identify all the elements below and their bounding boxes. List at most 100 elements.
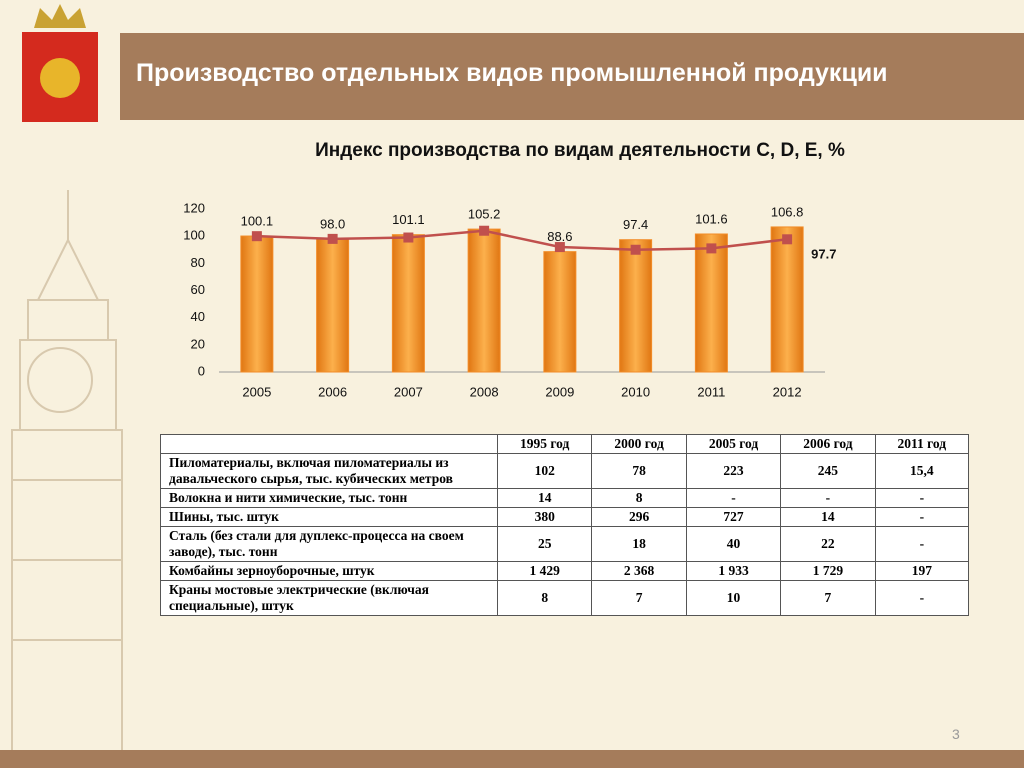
row-label: Краны мостовые электрические (включая сп… [160,580,498,616]
cell: - [685,488,782,508]
row-label: Сталь (без стали для дуплекс-процесса на… [160,526,498,562]
y-tick-label: 0 [198,363,205,378]
cell: 10 [685,580,782,616]
marker [403,232,414,243]
cell: 102 [496,453,593,489]
bar [619,239,653,373]
x-tick-label: 2012 [773,384,802,399]
lion [40,58,80,98]
header-band: Производство отдельных видов промышленно… [120,33,1024,120]
x-tick-label: 2007 [394,384,423,399]
marker [782,234,793,245]
y-tick-label: 120 [183,200,205,215]
cell: 18 [591,526,687,562]
cell: - [874,526,970,562]
marker [706,243,717,254]
bar-label: 100.1 [241,213,274,228]
cell: 8 [496,580,593,616]
bar-label: 97.4 [623,217,648,232]
bar [391,234,425,373]
y-tick-label: 40 [191,309,205,324]
crown [34,4,86,28]
bar [240,235,274,373]
cell: 1 729 [780,561,876,581]
cell: 223 [685,453,782,489]
bar-label: 88.6 [547,229,572,244]
line [256,229,788,252]
cell: 78 [591,453,687,489]
cell: 1 933 [685,561,782,581]
y-tick-label: 60 [191,282,205,297]
row-label: Волокна и нити химические, тыс. тонн [160,488,498,508]
x-tick-label: 2006 [318,384,347,399]
cell: 7 [591,580,687,616]
page-number: 3 [952,726,960,742]
x-tick-label: 2005 [242,384,271,399]
bar-label: 101.6 [695,211,728,226]
column-header: 2011 год [874,434,970,454]
bar [543,251,577,373]
y-tick-label: 80 [191,255,205,270]
cell: 380 [496,507,593,527]
bar-label: 105.2 [468,207,501,222]
marker [327,233,338,244]
bar [467,228,501,373]
cell: 25 [496,526,593,562]
row-label: Пиломатериалы, включая пиломатериалы из … [160,453,498,489]
row-label: Шины, тыс. штук [160,507,498,527]
table-row: Сталь (без стали для дуплекс-процесса на… [160,526,970,562]
bar [694,233,728,373]
bar [316,238,350,373]
row-label: Комбайны зерноуборочные, штук [160,561,498,581]
marker [630,244,641,255]
cell: 1 429 [496,561,593,581]
line-label: 97.7 [811,247,836,262]
corner-cell [160,434,498,454]
column-header: 2006 год [780,434,876,454]
bar [770,226,804,373]
cell: 14 [496,488,593,508]
footer-band [0,750,1024,768]
cell: 14 [780,507,876,527]
bar-label: 101.1 [392,212,425,227]
x-tick-label: 2011 [697,384,725,399]
marker [251,231,262,242]
table-row: Шины, тыс. штук 380 296 727 14- [160,507,970,527]
cell: 296 [591,507,687,527]
bar-label: 106.8 [771,204,804,219]
cell: - [780,488,876,508]
table: 1995 год 2000 год 2005 год 2006 год 2011 год… [160,434,970,616]
chart: 0 20 40 60 80 100 120 2005 2006 2007 2008 2009 2010 2… [183,200,836,399]
column-header: 1995 год [496,434,593,454]
tower [11,190,123,761]
chart-title: Индекс производства по видам деятельност… [315,140,845,161]
column-header: 2000 год [591,434,687,454]
cell: - [874,507,970,527]
cell: 2 368 [591,561,687,581]
cell: 22 [780,526,876,562]
column-header: 2005 год [685,434,782,454]
table-row: Волокна и нити химические, тыс. тонн 14 8-… [160,488,970,508]
cell: - [874,488,970,508]
bar-label: 98.0 [320,216,345,231]
cell: 727 [685,507,782,527]
x-tick-label: 2010 [621,384,650,399]
cell: 15,4 [874,453,970,489]
cell: - [874,580,970,616]
marker [479,225,490,236]
slide-title: Производство отдельных видов промышленно… [136,59,888,87]
x-tick-label: 2009 [545,384,574,399]
y-tick-label: 20 [191,336,205,351]
cell: 40 [685,526,782,562]
cell: 245 [780,453,876,489]
cell: 7 [780,580,876,616]
cell: 8 [591,488,687,508]
marker [554,242,565,253]
table-row: Пиломатериалы, включая пиломатериалы из … [160,453,970,489]
x-tick-label: 2008 [470,384,499,399]
table-row: Краны мостовые электрические (включая сп… [160,580,970,616]
table-row: Комбайны зерноуборочные, штук 1 429 2 368 1… [160,561,970,581]
y-tick-label: 100 [183,228,205,243]
